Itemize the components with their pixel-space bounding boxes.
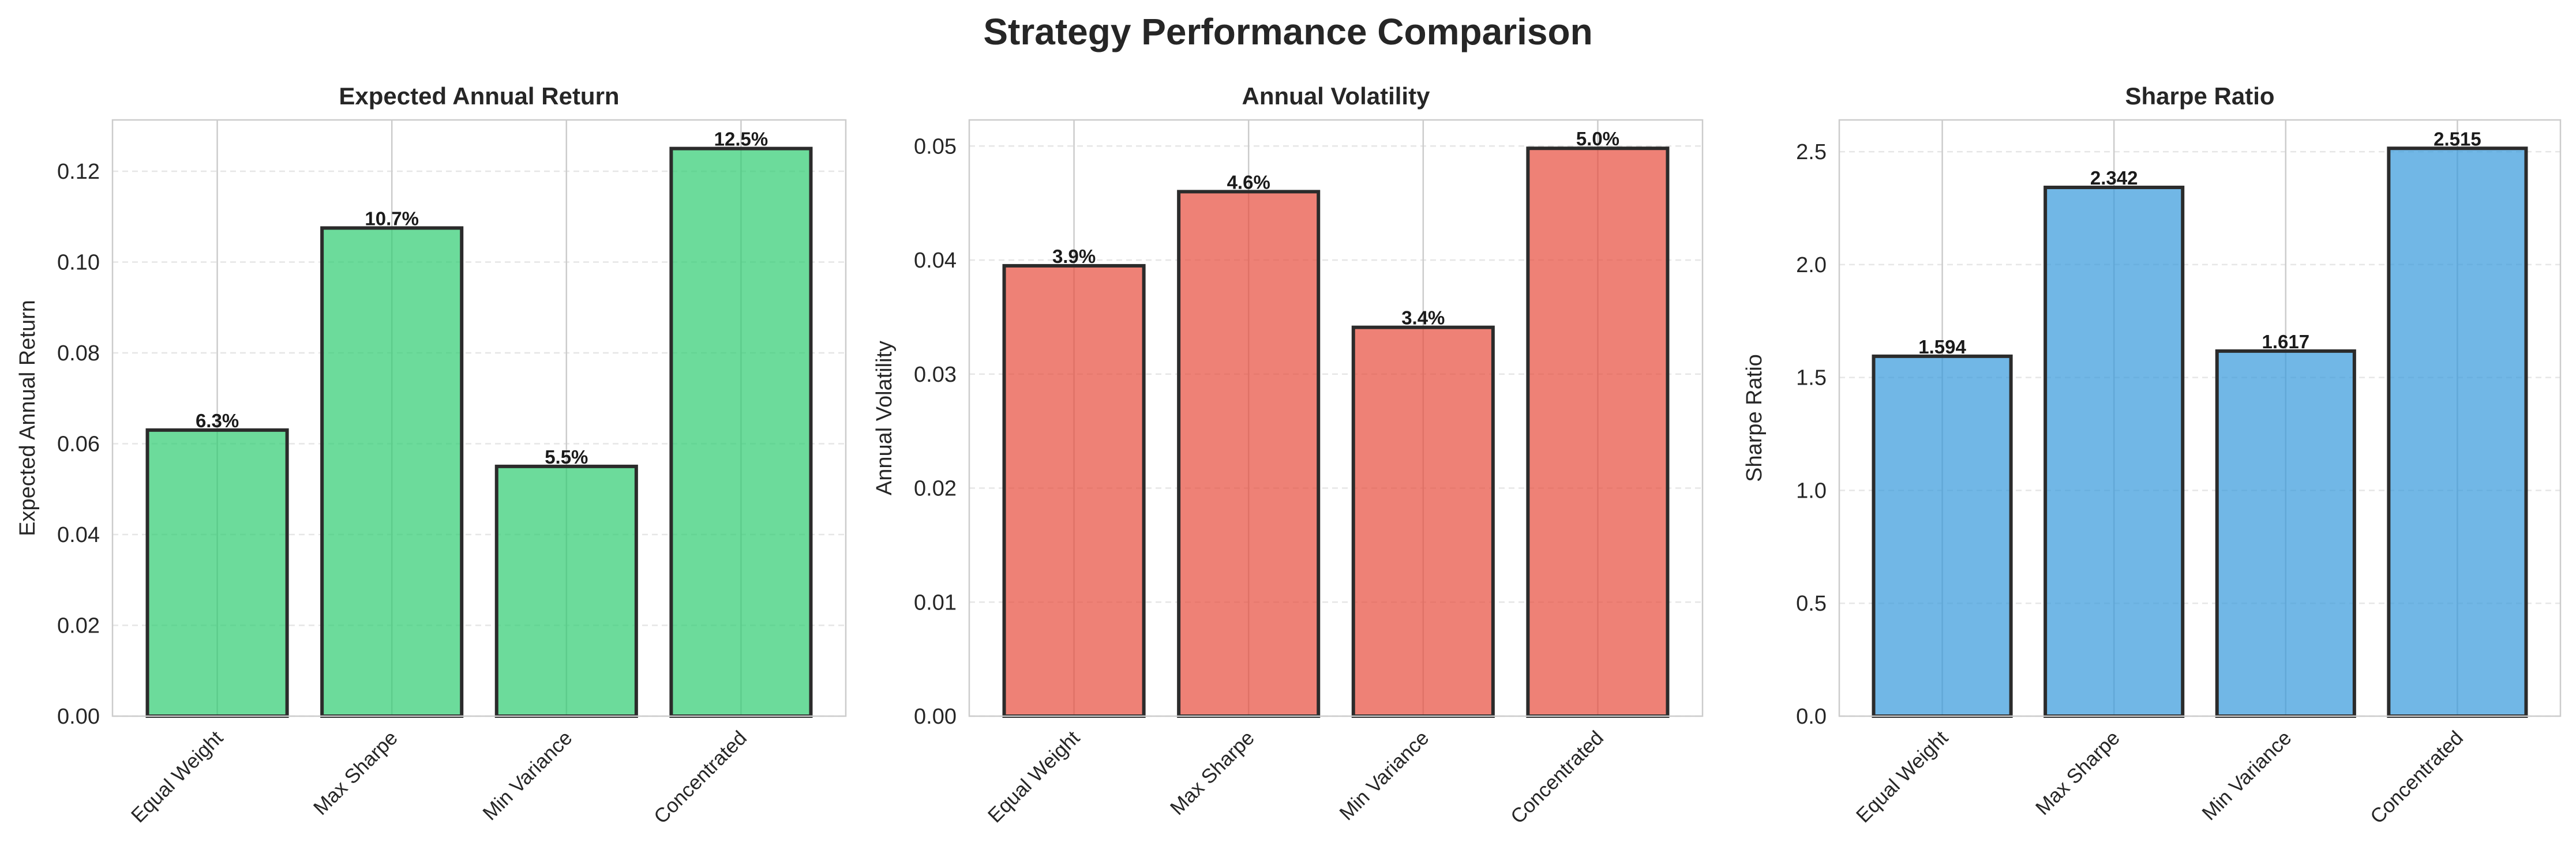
chart1-ytick-label: 0.06 [57,432,100,456]
chart3-bar [2215,349,2356,718]
chart3-ytick-label: 1.5 [1796,366,1827,390]
chart3-data-label: 2.342 [2090,167,2138,189]
chart3-bar [2387,146,2528,718]
chart1-data-label: 12.5% [714,129,768,150]
chart2-xtick-label: Equal Weight [984,727,1085,827]
chart3-xtick-label: Equal Weight [1852,727,1953,827]
chart2-ytick-label: 0.00 [914,705,957,729]
chart1-ytick-label: 0.04 [57,523,100,547]
chart1-axes-frame [111,119,847,717]
chart1-ytick-label: 0.02 [57,614,100,638]
chart1-ylabel: Expected Annual Return [16,300,40,536]
figure-title: Strategy Performance Comparison [983,11,1593,52]
chart3-bar [1872,354,2013,718]
chart1-ytick-label: 0.00 [57,705,100,729]
chart1-xtick-label: Max Sharpe [309,727,402,819]
chart3-xtick-label: Concentrated [2366,727,2468,828]
chart3-ytick-label: 2.5 [1796,140,1827,164]
chart2-bar [1351,325,1495,718]
chart3-ytick-label: 2.0 [1796,253,1827,277]
chart1-ytick-label: 0.08 [57,341,100,366]
chart3-bar [2043,185,2185,718]
chart2-data-label: 3.4% [1401,307,1445,329]
chart1-bar [320,226,464,718]
chart3-data-label: 2.515 [2433,128,2481,149]
chart1-xtick-label: Concentrated [650,727,751,828]
chart3-ylabel: Sharpe Ratio [1742,354,1767,482]
chart1-xtick-label: Min Variance [478,727,576,825]
chart3-xtick-label: Min Variance [2198,727,2296,825]
chart2-ytick-label: 0.02 [914,477,957,501]
chart2-ylabel: Annual Volatility [872,341,897,495]
chart2-ytick-label: 0.05 [914,134,957,159]
chart3-data-label: 1.617 [2262,331,2310,352]
chart2-title: Annual Volatility [1242,82,1431,110]
chart2-bar [1177,190,1321,718]
chart2-axes-frame [968,119,1704,717]
chart1-data-label: 10.7% [365,208,419,229]
chart2-data-label: 4.6% [1227,171,1270,193]
chart1-title: Expected Annual Return [339,82,619,110]
chart2-ytick-label: 0.03 [914,363,957,387]
chart1-data-label: 5.5% [545,446,588,468]
chart3-axes-frame [1838,119,2562,717]
chart1-ytick-label: 0.12 [57,160,100,184]
chart1-bar [494,464,638,718]
chart2-bar [1526,146,1670,718]
chart2-bar [1002,264,1146,718]
chart2-ytick-label: 0.01 [914,590,957,615]
chart3-ytick-label: 1.0 [1796,479,1827,503]
chart2-xtick-label: Min Variance [1335,727,1433,825]
chart2-xtick-label: Concentrated [1506,727,1608,828]
chart1-data-label: 6.3% [196,410,239,431]
chart1-bar [145,428,289,718]
chart3-xtick-label: Max Sharpe [2031,727,2124,819]
chart2-xtick-label: Max Sharpe [1166,727,1259,819]
chart2-ytick-label: 0.04 [914,249,957,273]
chart3-data-label: 1.594 [1918,336,1966,358]
chart1-bar [669,146,813,718]
chart1-xtick-label: Equal Weight [127,727,228,827]
chart2-data-label: 5.0% [1576,128,1619,149]
chart1-ytick-label: 0.10 [57,250,100,274]
chart3-title: Sharpe Ratio [2125,82,2274,110]
chart2-data-label: 3.9% [1052,246,1096,267]
chart3-ytick-label: 0.5 [1796,592,1827,616]
chart3-ytick-label: 0.0 [1796,705,1827,729]
